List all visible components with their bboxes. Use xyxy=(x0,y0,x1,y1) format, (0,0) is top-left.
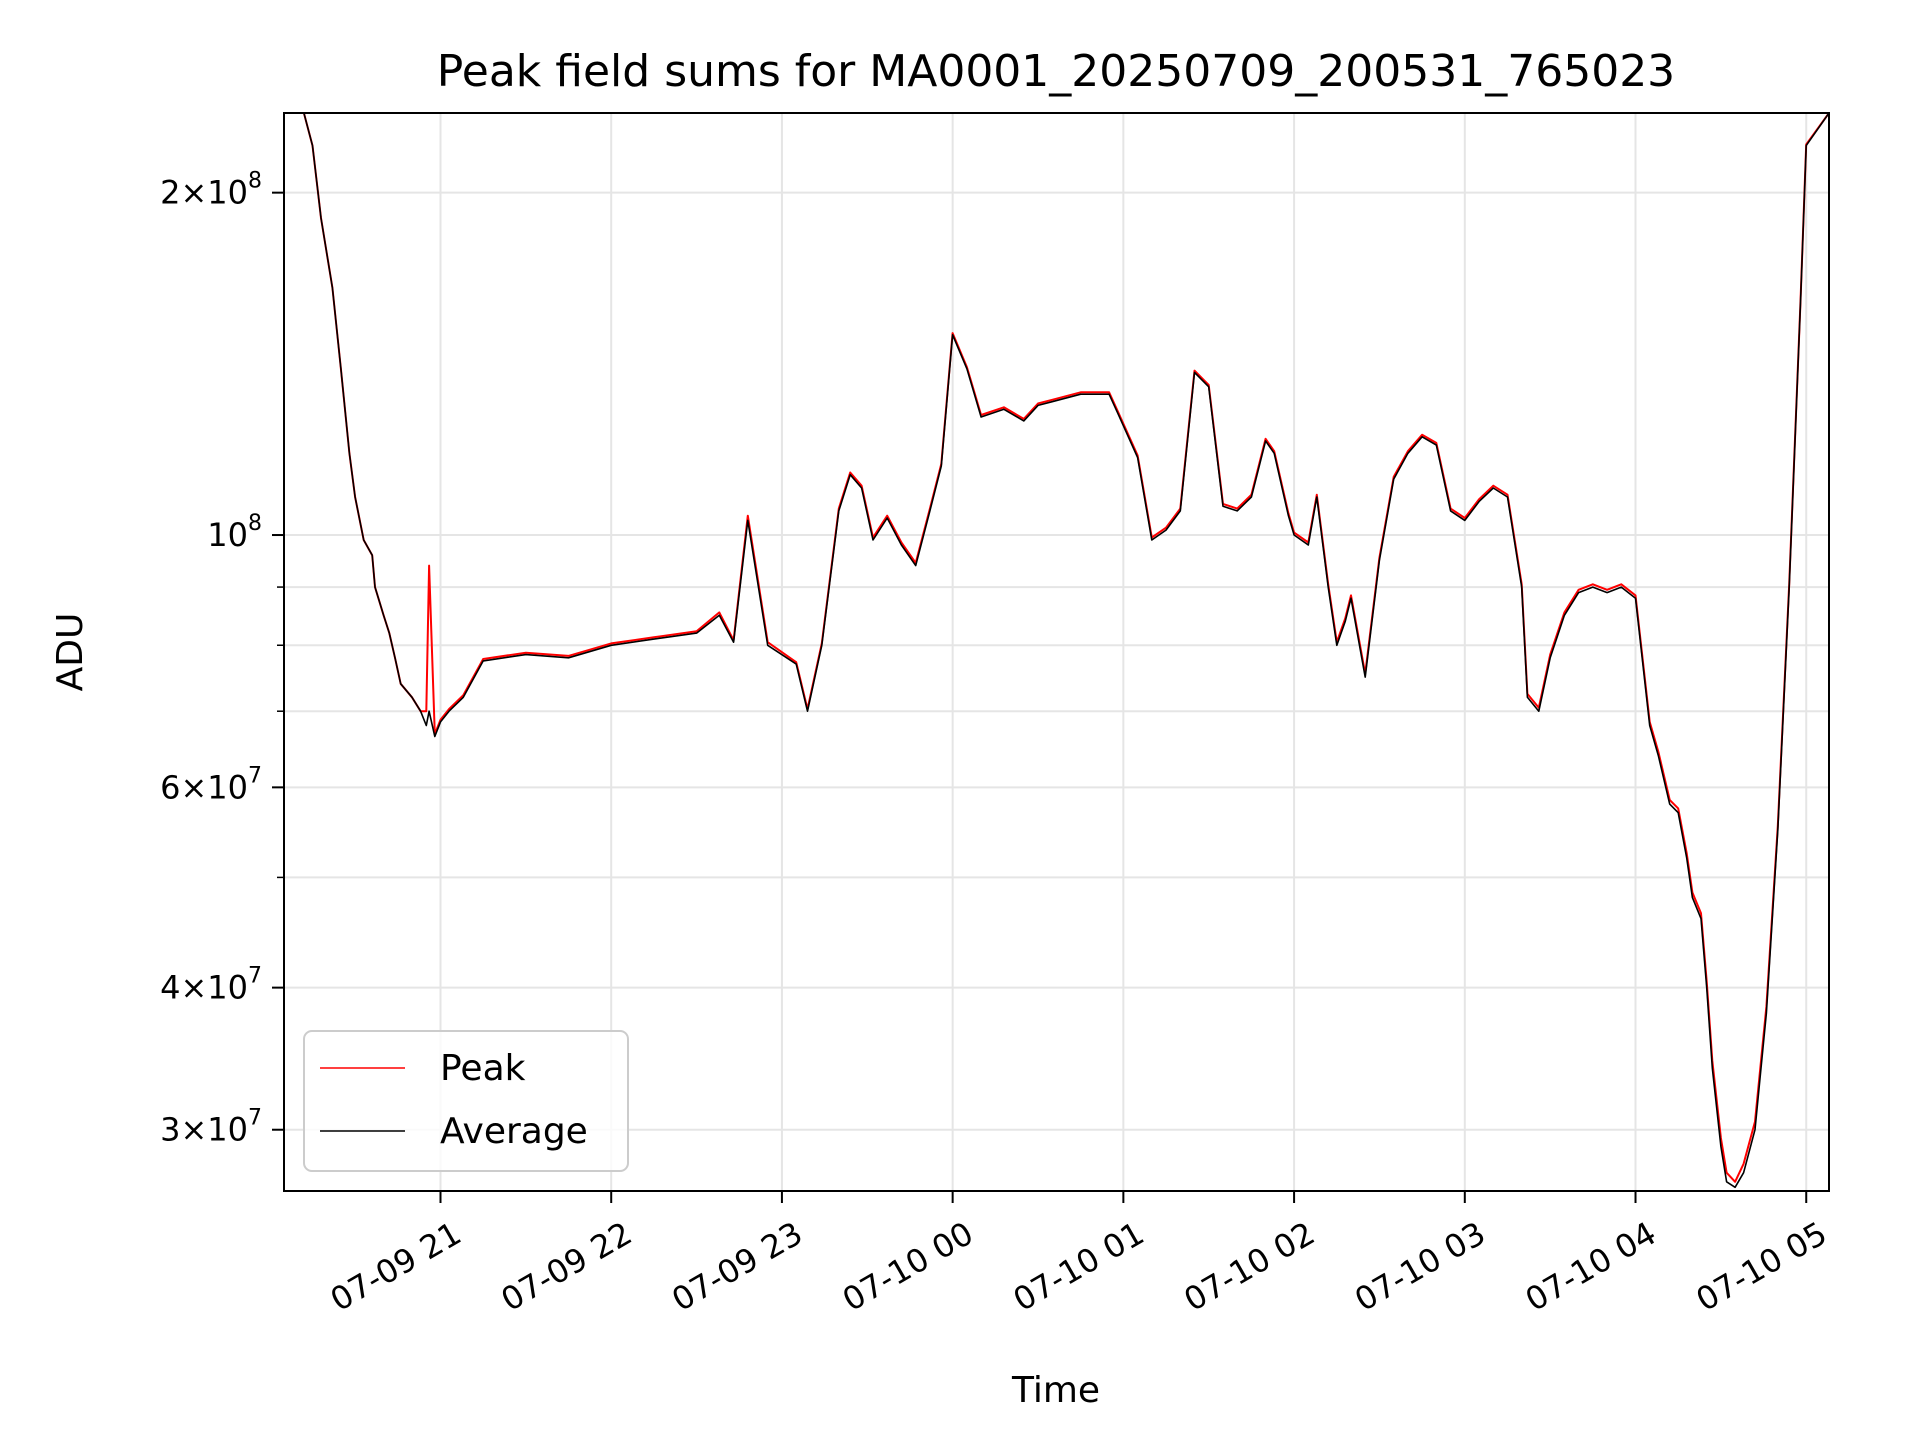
y-tick-label: 4×107 xyxy=(160,964,262,1007)
y-tick-label: 2×108 xyxy=(160,169,262,212)
x-axis-label: Time xyxy=(1011,1370,1100,1411)
plot-frame xyxy=(283,112,1830,1192)
y-tick-label: 3×107 xyxy=(160,1106,262,1149)
series-line-average xyxy=(284,112,1830,1189)
legend-box xyxy=(303,1030,629,1172)
grid xyxy=(284,113,1829,1191)
legend: Peak Average xyxy=(303,1030,629,1172)
legend-label-average: Average xyxy=(440,1111,588,1152)
chart-title: Peak field sums for MA0001_20250709_2005… xyxy=(437,46,1675,97)
series-group xyxy=(284,112,1830,1189)
y-tick-label: 6×107 xyxy=(160,763,262,806)
y-tick-label: 108 xyxy=(207,511,262,554)
y-axis-label: ADU xyxy=(50,613,91,692)
legend-label-peak: Peak xyxy=(440,1048,526,1089)
